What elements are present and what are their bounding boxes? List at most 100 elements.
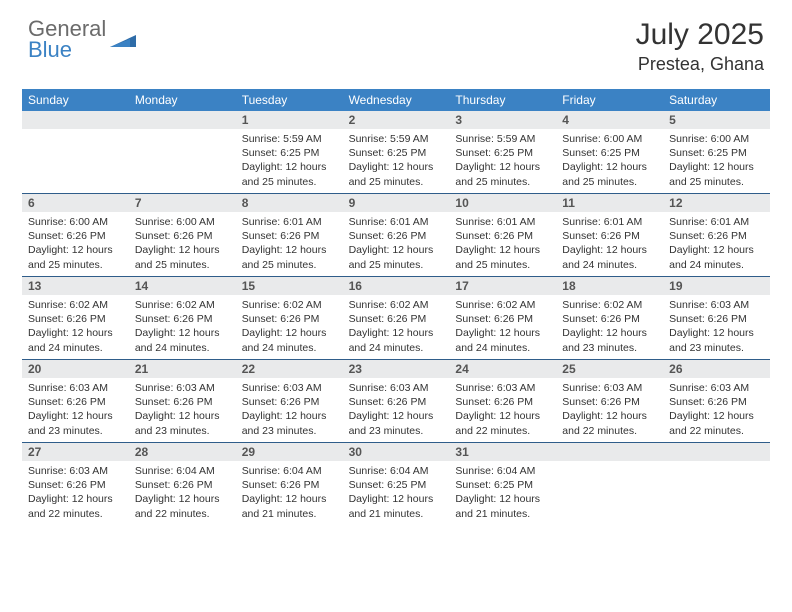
week-row: 20Sunrise: 6:03 AMSunset: 6:26 PMDayligh…	[22, 359, 770, 442]
dow-row: SundayMondayTuesdayWednesdayThursdayFrid…	[22, 89, 770, 111]
sunrise-text: Sunrise: 6:03 AM	[28, 464, 123, 478]
day-number: 27	[22, 443, 129, 461]
day-body: Sunrise: 6:01 AMSunset: 6:26 PMDaylight:…	[236, 212, 343, 276]
daylight-text-2: and 25 minutes.	[455, 258, 550, 272]
sunrise-text: Sunrise: 6:02 AM	[562, 298, 657, 312]
day-cell: 1Sunrise: 5:59 AMSunset: 6:25 PMDaylight…	[236, 111, 343, 193]
sunrise-text: Sunrise: 6:00 AM	[135, 215, 230, 229]
daylight-text-2: and 24 minutes.	[242, 341, 337, 355]
day-cell: 22Sunrise: 6:03 AMSunset: 6:26 PMDayligh…	[236, 360, 343, 442]
daylight-text-1: Daylight: 12 hours	[135, 326, 230, 340]
day-number: 23	[343, 360, 450, 378]
day-body	[129, 129, 236, 136]
day-cell: 27Sunrise: 6:03 AMSunset: 6:26 PMDayligh…	[22, 443, 129, 525]
daylight-text-1: Daylight: 12 hours	[669, 243, 764, 257]
empty-cell	[22, 111, 129, 193]
sunrise-text: Sunrise: 6:02 AM	[28, 298, 123, 312]
sunrise-text: Sunrise: 5:59 AM	[242, 132, 337, 146]
day-cell: 7Sunrise: 6:00 AMSunset: 6:26 PMDaylight…	[129, 194, 236, 276]
day-body: Sunrise: 6:02 AMSunset: 6:26 PMDaylight:…	[236, 295, 343, 359]
sunrise-text: Sunrise: 5:59 AM	[349, 132, 444, 146]
sunset-text: Sunset: 6:26 PM	[455, 312, 550, 326]
empty-cell	[663, 443, 770, 525]
day-cell: 5Sunrise: 6:00 AMSunset: 6:25 PMDaylight…	[663, 111, 770, 193]
day-cell: 28Sunrise: 6:04 AMSunset: 6:26 PMDayligh…	[129, 443, 236, 525]
sunrise-text: Sunrise: 6:03 AM	[242, 381, 337, 395]
day-body: Sunrise: 6:04 AMSunset: 6:26 PMDaylight:…	[236, 461, 343, 525]
day-number: 16	[343, 277, 450, 295]
daylight-text-2: and 25 minutes.	[669, 175, 764, 189]
day-body: Sunrise: 6:03 AMSunset: 6:26 PMDaylight:…	[22, 378, 129, 442]
day-number: 14	[129, 277, 236, 295]
daylight-text-1: Daylight: 12 hours	[349, 160, 444, 174]
sunset-text: Sunset: 6:26 PM	[455, 395, 550, 409]
sunset-text: Sunset: 6:25 PM	[349, 146, 444, 160]
daylight-text-1: Daylight: 12 hours	[455, 243, 550, 257]
sunrise-text: Sunrise: 6:01 AM	[562, 215, 657, 229]
day-cell: 10Sunrise: 6:01 AMSunset: 6:26 PMDayligh…	[449, 194, 556, 276]
daylight-text-1: Daylight: 12 hours	[28, 243, 123, 257]
day-body: Sunrise: 5:59 AMSunset: 6:25 PMDaylight:…	[449, 129, 556, 193]
day-body: Sunrise: 6:00 AMSunset: 6:25 PMDaylight:…	[663, 129, 770, 193]
sunset-text: Sunset: 6:26 PM	[242, 229, 337, 243]
day-body: Sunrise: 6:02 AMSunset: 6:26 PMDaylight:…	[556, 295, 663, 359]
daylight-text-2: and 22 minutes.	[669, 424, 764, 438]
week-row: 27Sunrise: 6:03 AMSunset: 6:26 PMDayligh…	[22, 442, 770, 525]
sunset-text: Sunset: 6:25 PM	[349, 478, 444, 492]
daylight-text-2: and 25 minutes.	[349, 258, 444, 272]
day-cell: 6Sunrise: 6:00 AMSunset: 6:26 PMDaylight…	[22, 194, 129, 276]
sunrise-text: Sunrise: 6:04 AM	[455, 464, 550, 478]
day-body: Sunrise: 6:04 AMSunset: 6:26 PMDaylight:…	[129, 461, 236, 525]
day-cell: 24Sunrise: 6:03 AMSunset: 6:26 PMDayligh…	[449, 360, 556, 442]
day-cell: 23Sunrise: 6:03 AMSunset: 6:26 PMDayligh…	[343, 360, 450, 442]
sunset-text: Sunset: 6:25 PM	[455, 478, 550, 492]
day-body: Sunrise: 6:03 AMSunset: 6:26 PMDaylight:…	[129, 378, 236, 442]
daylight-text-2: and 24 minutes.	[669, 258, 764, 272]
sunrise-text: Sunrise: 6:02 AM	[242, 298, 337, 312]
day-body: Sunrise: 6:03 AMSunset: 6:26 PMDaylight:…	[22, 461, 129, 525]
daylight-text-2: and 23 minutes.	[669, 341, 764, 355]
daylight-text-1: Daylight: 12 hours	[28, 492, 123, 506]
daylight-text-2: and 21 minutes.	[455, 507, 550, 521]
week-row: 13Sunrise: 6:02 AMSunset: 6:26 PMDayligh…	[22, 276, 770, 359]
sunset-text: Sunset: 6:26 PM	[349, 229, 444, 243]
day-number: 2	[343, 111, 450, 129]
sunrise-text: Sunrise: 6:02 AM	[455, 298, 550, 312]
sunrise-text: Sunrise: 6:03 AM	[28, 381, 123, 395]
daylight-text-2: and 24 minutes.	[455, 341, 550, 355]
day-number: 11	[556, 194, 663, 212]
day-number: 24	[449, 360, 556, 378]
day-cell: 15Sunrise: 6:02 AMSunset: 6:26 PMDayligh…	[236, 277, 343, 359]
day-body: Sunrise: 6:02 AMSunset: 6:26 PMDaylight:…	[343, 295, 450, 359]
daylight-text-1: Daylight: 12 hours	[562, 243, 657, 257]
day-number: 25	[556, 360, 663, 378]
day-body: Sunrise: 6:03 AMSunset: 6:26 PMDaylight:…	[556, 378, 663, 442]
day-body: Sunrise: 6:03 AMSunset: 6:26 PMDaylight:…	[663, 295, 770, 359]
daylight-text-1: Daylight: 12 hours	[562, 409, 657, 423]
sunset-text: Sunset: 6:26 PM	[242, 395, 337, 409]
day-number	[22, 111, 129, 129]
daylight-text-2: and 25 minutes.	[349, 175, 444, 189]
sunset-text: Sunset: 6:25 PM	[455, 146, 550, 160]
daylight-text-2: and 24 minutes.	[562, 258, 657, 272]
sunrise-text: Sunrise: 6:04 AM	[242, 464, 337, 478]
day-cell: 3Sunrise: 5:59 AMSunset: 6:25 PMDaylight…	[449, 111, 556, 193]
sunset-text: Sunset: 6:26 PM	[349, 312, 444, 326]
daylight-text-2: and 24 minutes.	[349, 341, 444, 355]
sunset-text: Sunset: 6:26 PM	[135, 229, 230, 243]
daylight-text-1: Daylight: 12 hours	[669, 326, 764, 340]
day-body: Sunrise: 6:03 AMSunset: 6:26 PMDaylight:…	[449, 378, 556, 442]
calendar: SundayMondayTuesdayWednesdayThursdayFrid…	[22, 89, 770, 525]
daylight-text-1: Daylight: 12 hours	[242, 160, 337, 174]
day-cell: 26Sunrise: 6:03 AMSunset: 6:26 PMDayligh…	[663, 360, 770, 442]
sunrise-text: Sunrise: 6:01 AM	[669, 215, 764, 229]
daylight-text-2: and 23 minutes.	[28, 424, 123, 438]
day-body: Sunrise: 5:59 AMSunset: 6:25 PMDaylight:…	[236, 129, 343, 193]
day-cell: 13Sunrise: 6:02 AMSunset: 6:26 PMDayligh…	[22, 277, 129, 359]
sunset-text: Sunset: 6:26 PM	[28, 229, 123, 243]
day-body	[556, 461, 663, 468]
dow-thursday: Thursday	[449, 89, 556, 111]
empty-cell	[129, 111, 236, 193]
sunrise-text: Sunrise: 6:04 AM	[135, 464, 230, 478]
day-number	[663, 443, 770, 461]
